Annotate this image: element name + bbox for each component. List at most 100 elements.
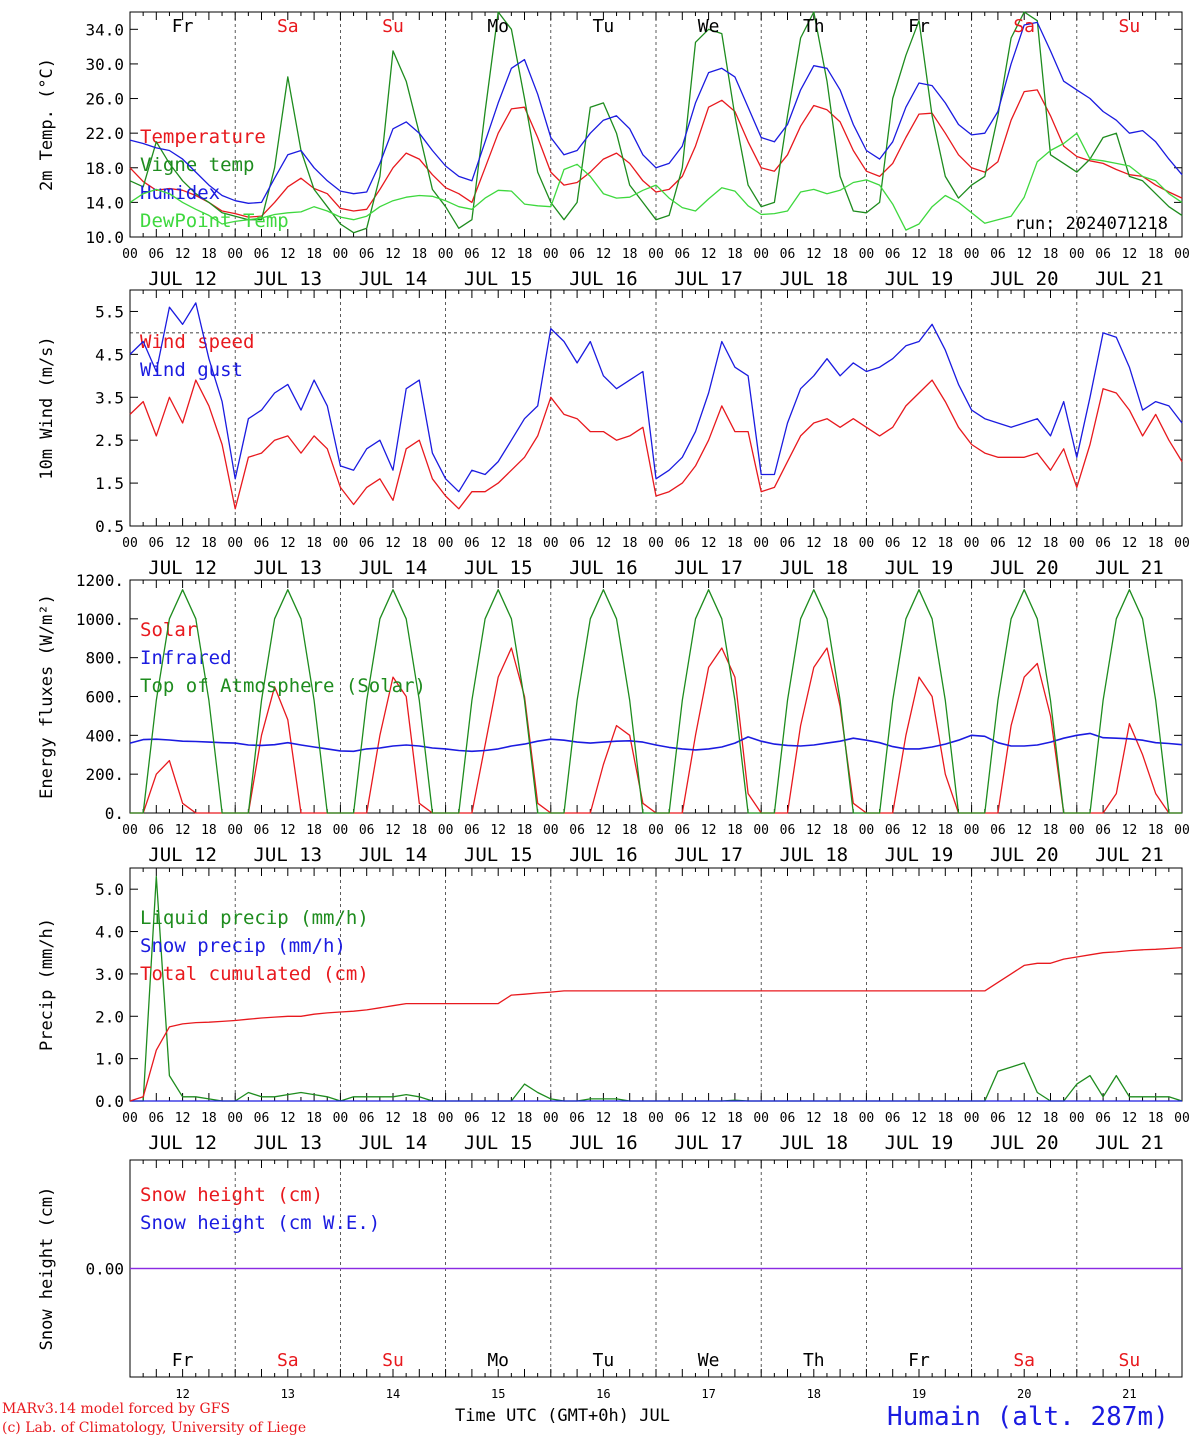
day-name: Fr	[908, 16, 930, 37]
date-label: JUL 15	[464, 557, 533, 579]
legend-entry: Humidex	[140, 182, 220, 204]
date-label: JUL 12	[148, 557, 217, 579]
hour-tick-label: 18	[201, 536, 217, 551]
series-line-1-3	[129, 21, 1183, 204]
hour-tick-label: 00	[859, 536, 875, 551]
hour-tick-label: 06	[569, 1111, 585, 1126]
hour-tick-label: 00	[543, 823, 559, 838]
hour-tick-label: 00	[122, 823, 138, 838]
hour-tick-label: 06	[1095, 1111, 1111, 1126]
y-tick-label: 5.0	[95, 880, 124, 899]
hour-tick-label: 00	[648, 247, 664, 262]
hour-tick-label: 12	[490, 536, 506, 551]
hour-tick-label: 06	[674, 823, 690, 838]
hour-tick-label: 06	[885, 247, 901, 262]
y-tick-label: 0.	[105, 804, 124, 823]
y-tick-label: 26.0	[85, 90, 124, 109]
hour-tick-label: 00	[333, 823, 349, 838]
hour-tick-label: 06	[780, 536, 796, 551]
hour-tick-label: 06	[359, 1111, 375, 1126]
plot-frame	[129, 11, 1183, 238]
hour-tick-label: 06	[990, 247, 1006, 262]
day-name: Sa	[277, 16, 299, 37]
hour-tick-label: 00	[753, 823, 769, 838]
legend-entry: Snow height (cm W.E.)	[140, 1212, 380, 1234]
hour-tick-label: 12	[1016, 247, 1032, 262]
day-number: 12	[175, 1387, 189, 1401]
hour-tick-label: 00	[438, 1111, 454, 1126]
day-name: Tu	[593, 16, 615, 37]
hour-tick-label: 18	[201, 247, 217, 262]
hour-tick-label: 06	[148, 247, 164, 262]
hour-tick-label: 06	[674, 536, 690, 551]
date-label: JUL 20	[990, 1132, 1059, 1154]
model-credit: MARv3.14 model forced by GFS	[2, 1401, 231, 1417]
hour-tick-label: 12	[596, 536, 612, 551]
date-label: JUL 17	[674, 557, 743, 579]
hour-tick-label: 12	[596, 1111, 612, 1126]
legend-entry: Vigne temp	[140, 154, 254, 176]
hour-tick-label: 00	[333, 247, 349, 262]
date-label: JUL 18	[779, 268, 848, 290]
date-label: JUL 16	[569, 1132, 638, 1154]
hour-tick-label: 00	[648, 823, 664, 838]
hour-tick-label: 18	[832, 823, 848, 838]
date-label: JUL 13	[253, 1132, 322, 1154]
hour-tick-label: 12	[701, 247, 717, 262]
date-label: JUL 21	[1095, 1132, 1164, 1154]
day-name: Su	[382, 1350, 404, 1371]
y-axis-label: 10m Wind (m/s)	[37, 336, 57, 479]
hour-tick-label: 00	[964, 823, 980, 838]
legend-entry: Snow height (cm)	[140, 1184, 323, 1206]
date-label: JUL 12	[148, 1132, 217, 1154]
hour-tick-label: 18	[306, 247, 322, 262]
hour-tick-label: 06	[254, 1111, 270, 1126]
legend-entry: Liquid precip (mm/h)	[140, 907, 369, 929]
day-name: Tu	[593, 1350, 615, 1371]
legend-entry: Wind speed	[140, 331, 254, 353]
hour-tick-label: 06	[990, 1111, 1006, 1126]
hour-tick-label: 12	[385, 823, 401, 838]
hour-tick-label: 06	[148, 823, 164, 838]
date-label: JUL 12	[148, 268, 217, 290]
day-number: 21	[1122, 1387, 1136, 1401]
hour-tick-label: 12	[1016, 823, 1032, 838]
hour-tick-label: 12	[490, 247, 506, 262]
hour-tick-label: 00	[1069, 247, 1085, 262]
hour-tick-label: 18	[937, 823, 953, 838]
hour-tick-label: 18	[411, 1111, 427, 1126]
hour-tick-label: 00	[122, 536, 138, 551]
hour-tick-label: 00	[333, 1111, 349, 1126]
hour-tick-label: 12	[701, 823, 717, 838]
hour-tick-label: 06	[464, 823, 480, 838]
hour-tick-label: 12	[490, 1111, 506, 1126]
date-label: JUL 13	[253, 268, 322, 290]
y-tick-label: 10.0	[85, 228, 124, 247]
y-tick-label: 0.5	[95, 517, 124, 536]
series-line-1-4	[129, 132, 1183, 231]
y-axis-label: Snow height (cm)	[37, 1187, 57, 1351]
hour-tick-label: 00	[648, 536, 664, 551]
date-label: JUL 12	[148, 844, 217, 866]
hour-tick-label: 06	[464, 536, 480, 551]
hour-tick-label: 12	[175, 247, 191, 262]
y-tick-label: 1000.	[76, 610, 124, 629]
y-tick-label: 18.0	[85, 159, 124, 178]
date-label: JUL 20	[990, 557, 1059, 579]
hour-tick-label: 18	[622, 823, 638, 838]
y-tick-label: 600.	[85, 688, 124, 707]
hour-tick-label: 06	[569, 247, 585, 262]
day-number: 20	[1017, 1387, 1031, 1401]
legend-entry: Infrared	[140, 647, 232, 669]
y-tick-label: 2.5	[95, 431, 124, 450]
hour-tick-label: 18	[622, 1111, 638, 1126]
hour-tick-label: 18	[306, 823, 322, 838]
panel-1: 10.0 14.0 18.0 22.0 26.0 30.0 34.0 2m Temp. (°C…	[37, 11, 1190, 290]
date-label: JUL 17	[674, 1132, 743, 1154]
y-tick-label: 1.5	[95, 474, 124, 493]
date-label: JUL 14	[359, 557, 428, 579]
date-label: JUL 13	[253, 844, 322, 866]
day-name: We	[698, 1350, 720, 1371]
hour-tick-label: 00	[1174, 823, 1190, 838]
series-line-3-2	[129, 732, 1183, 753]
